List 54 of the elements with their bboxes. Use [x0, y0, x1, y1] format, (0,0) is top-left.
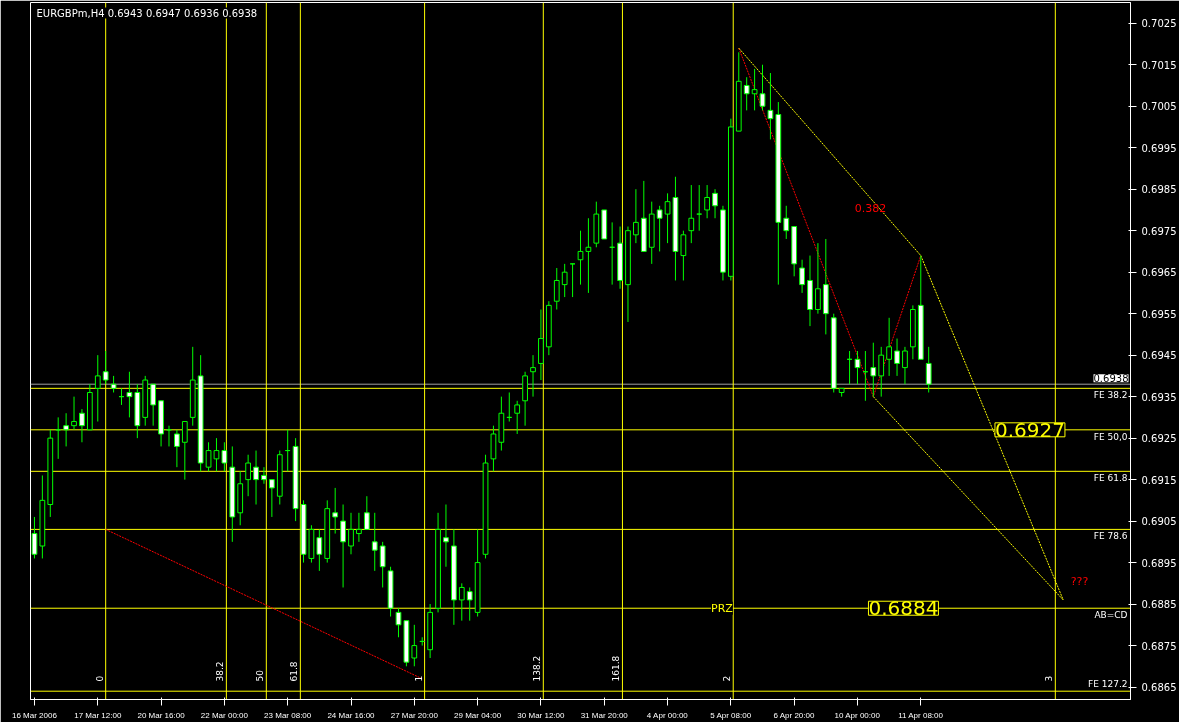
x-tick-label: 17 Mar 12:00: [74, 710, 122, 720]
text: EURGBPm,H4 0.6943 0.6947 0.6936 0.6938: [36, 7, 258, 19]
x-tick-label: 24 Mar 16:00: [327, 710, 376, 720]
x-tick-label: 27 Mar 20:00: [390, 710, 439, 720]
annotation: 161.8: [611, 655, 622, 682]
annotation: 0.6884: [868, 596, 939, 621]
annotation: 138.2: [532, 655, 543, 682]
x-tick-label: 16 Mar 2006: [12, 710, 58, 720]
annotation: 0.382: [854, 201, 887, 215]
y-tick-label: 0.6935: [1141, 391, 1177, 403]
ref-line-label: 0.6938: [1093, 373, 1129, 385]
ref-line-label: FE 61.8: [1093, 473, 1128, 484]
ref-line-label: AB=CD: [1094, 610, 1128, 621]
annotation: 0: [94, 675, 105, 682]
y-tick-label: 0.6985: [1141, 184, 1177, 196]
annotation: 38.2: [215, 661, 226, 682]
y-tick-label: 0.6945: [1141, 350, 1177, 362]
x-tick-label: 10 Apr 00:00: [834, 710, 881, 720]
x-tick-label: 31 Mar 20:00: [580, 710, 629, 720]
ref-line-label: FE 38.2: [1093, 390, 1128, 401]
x-tick-label: 4 Apr 00:00: [646, 710, 689, 720]
y-tick-label: 0.6895: [1141, 557, 1177, 569]
annotation: 3: [1044, 675, 1055, 682]
annotation: 1: [413, 675, 424, 682]
ref-line-label: FE 50,0: [1093, 431, 1128, 442]
ref-line-label: FE 127.2: [1088, 679, 1128, 690]
y-tick-label: 0.6995: [1141, 142, 1177, 154]
annotation: 0.6927: [994, 417, 1065, 442]
ref-line-label: FE 78.6: [1093, 531, 1128, 542]
x-tick-label: 11 Apr 08:00: [898, 710, 944, 720]
x-tick-label: 20 Mar 16:00: [137, 710, 186, 720]
x-tick-label: 23 Mar 08:00: [264, 710, 312, 720]
x-tick-label: 5 Apr 08:00: [710, 710, 752, 720]
x-tick-label: 29 Mar 04:00: [454, 710, 502, 720]
annotation: 2: [722, 675, 733, 682]
y-tick-label: 0.6875: [1141, 640, 1177, 652]
annotation: 50: [255, 669, 266, 682]
y-tick-label: 0.7025: [1141, 18, 1177, 30]
y-tick-label: 0.7005: [1141, 101, 1177, 113]
y-tick-label: 0.6915: [1141, 474, 1177, 486]
y-tick-label: 0.6955: [1141, 308, 1177, 320]
x-tick-label: 30 Mar 12:00: [517, 710, 566, 720]
y-tick-label: 0.6925: [1141, 433, 1177, 445]
annotation: 61.8: [289, 661, 300, 682]
y-tick-label: 0.6965: [1141, 267, 1177, 279]
y-tick-label: 0.7015: [1141, 59, 1177, 71]
x-tick-label: 22 Mar 00:00: [200, 710, 249, 720]
annotation: ???: [1070, 574, 1089, 588]
y-tick-label: 0.6865: [1141, 682, 1177, 694]
annotation: PRZ: [711, 601, 734, 615]
y-tick-label: 0.6905: [1141, 516, 1177, 528]
y-tick-label: 0.6975: [1141, 225, 1177, 237]
x-tick-label: 6 Apr 20:00: [773, 710, 815, 720]
y-tick-label: 0.6885: [1141, 599, 1177, 611]
